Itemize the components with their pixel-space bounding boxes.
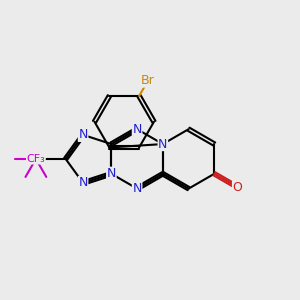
Text: N: N	[132, 123, 142, 136]
Text: N: N	[78, 176, 88, 190]
Text: Br: Br	[141, 74, 155, 87]
Text: O: O	[232, 181, 242, 194]
Text: CF₃: CF₃	[26, 154, 45, 164]
Text: N: N	[107, 167, 116, 180]
Text: N: N	[132, 182, 142, 195]
Text: N: N	[78, 128, 88, 141]
Text: N: N	[158, 138, 167, 151]
